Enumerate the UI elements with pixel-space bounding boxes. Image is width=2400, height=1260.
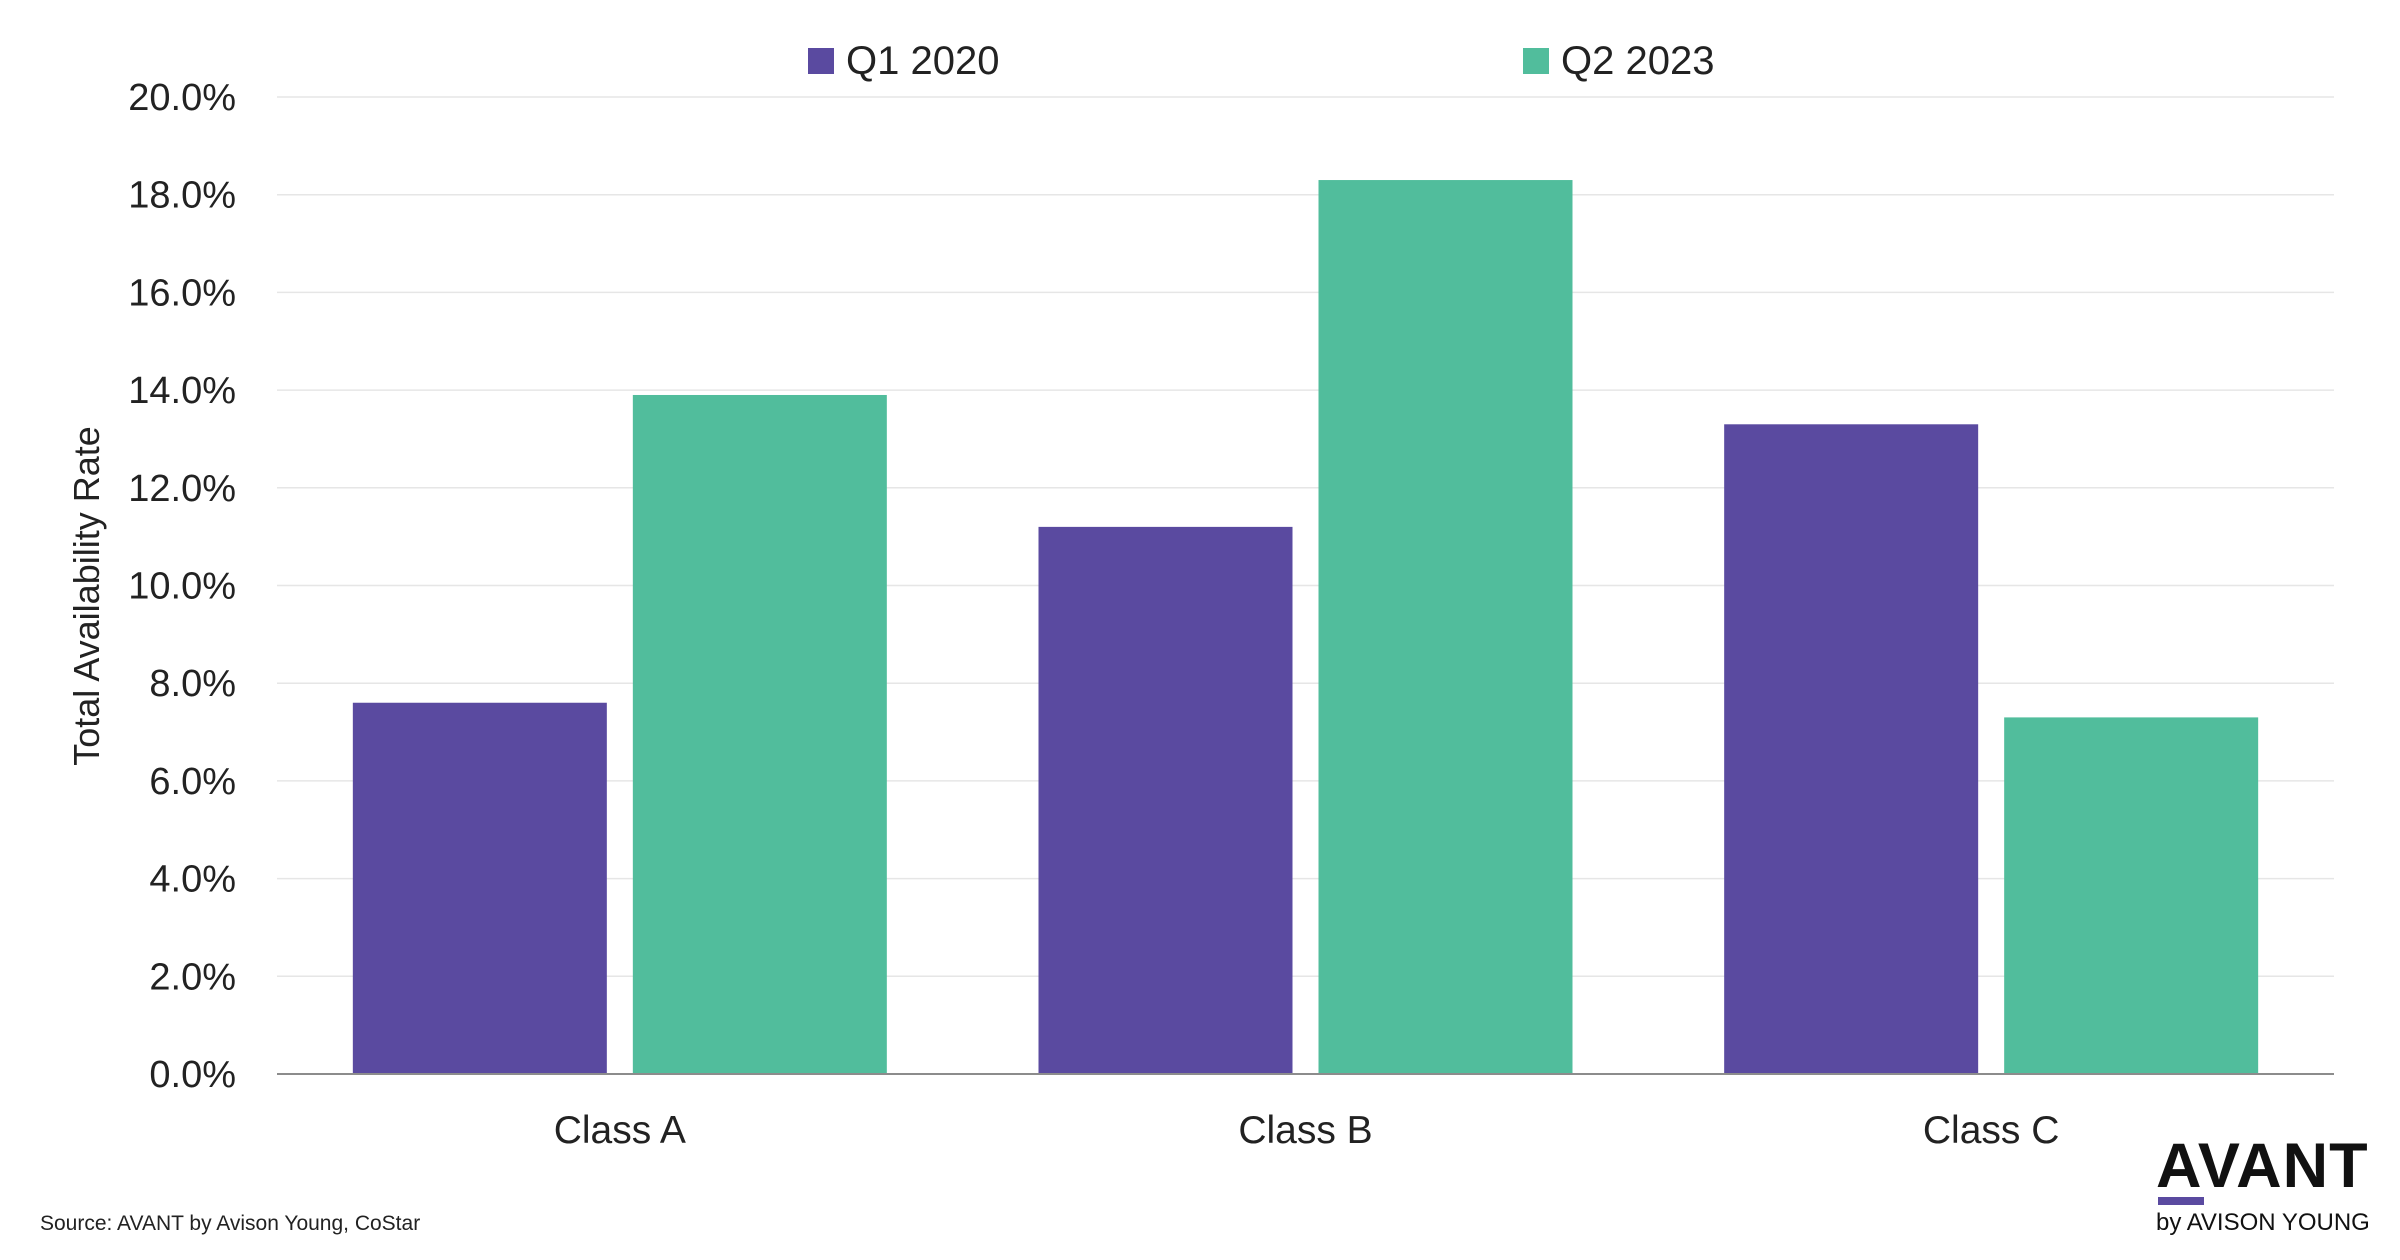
- y-tick-label: 0.0%: [149, 1054, 236, 1096]
- y-tick-label: 12.0%: [128, 468, 236, 510]
- y-tick-label: 16.0%: [128, 272, 236, 314]
- x-tick-label: Class A: [554, 1109, 686, 1152]
- y-axis-title: Total Availability Rate: [66, 426, 107, 766]
- y-tick-label: 10.0%: [128, 566, 236, 608]
- y-tick-label: 18.0%: [128, 175, 236, 217]
- brand-logo: AVANT by AVISON YOUNG: [2156, 1131, 2370, 1237]
- brand-name: AVANT: [2156, 1131, 2369, 1201]
- gridlines: [277, 96, 2334, 978]
- x-axis: Class A Class B Class C: [277, 1073, 2334, 1152]
- bar-q2-2023-class-b: [1318, 180, 1573, 1075]
- bar-q1-2020-class-c: [1724, 424, 1979, 1074]
- x-tick-label: Class C: [1923, 1109, 2060, 1152]
- legend-swatch: [1523, 48, 1549, 74]
- brand-subtitle: by AVISON YOUNG: [2156, 1209, 2370, 1236]
- y-tick-label: 4.0%: [149, 859, 236, 901]
- legend: Q1 2020 Q2 2023: [808, 39, 1714, 83]
- bar-q1-2020-class-a: [352, 702, 607, 1074]
- y-tick-label: 8.0%: [149, 663, 236, 705]
- y-axis-ticks: 0.0% 2.0% 4.0% 6.0% 8.0% 10.0% 12.0% 14.0% 16.0%…: [128, 77, 236, 1096]
- legend-label: Q2 2023: [1561, 39, 1714, 83]
- bar-q2-2023-class-a: [632, 394, 887, 1074]
- source-note: Source: AVANT by Avison Young, CoStar: [40, 1212, 421, 1235]
- bar-q1-2020-class-b: [1038, 526, 1293, 1074]
- legend-label: Q1 2020: [846, 39, 999, 83]
- bars: [352, 180, 2259, 1075]
- y-tick-label: 14.0%: [128, 370, 236, 412]
- bar-q2-2023-class-c: [2004, 717, 2259, 1074]
- y-tick-label: 2.0%: [149, 956, 236, 998]
- y-tick-label: 6.0%: [149, 761, 236, 803]
- x-tick-label: Class B: [1238, 1109, 1372, 1152]
- brand-accent-bar: [2158, 1197, 2204, 1205]
- legend-swatch: [808, 48, 834, 74]
- y-tick-label: 20.0%: [128, 77, 236, 119]
